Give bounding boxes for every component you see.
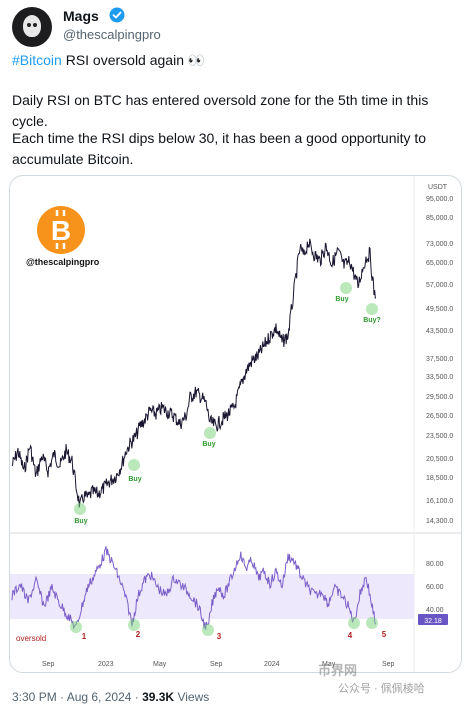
chart-watermark-handle: @thescalpingpro [26,257,100,267]
price-tick: 20,500.0 [426,456,453,463]
rsi-oversold-circle [366,617,378,629]
author-handle[interactable]: @thescalpingpro [63,27,161,42]
buy-label: Buy? [363,317,381,324]
rsi-markers: 1 2 3 4 5 [70,617,387,641]
price-tick: 14,300.0 [426,518,453,525]
tweet-timestamp[interactable]: 3:30 PM · Aug 6, 2024 · [12,690,143,704]
price-tick: 85,000.0 [426,215,453,222]
tweet-paragraph-2: Each time the RSI dips below 30, it has … [12,130,427,167]
svg-text:B: B [51,215,71,246]
avatar-eye-left [27,23,31,27]
buy-circle [366,303,378,315]
price-tick: 65,000.0 [426,260,453,267]
hashtag-link[interactable]: #Bitcoin [12,52,62,68]
price-tick: 26,500.0 [426,413,453,420]
x-tick: May [153,661,167,668]
price-series-line [11,238,376,508]
price-tick: 95,000.0 [426,196,453,203]
rsi-axis-ticks: 80.00 60.00 40.00 [426,561,444,614]
tweet-footer: 3:30 PM · Aug 6, 2024 · 39.3K Views [12,690,209,704]
rsi-current-value: 32.18 [424,618,442,625]
verified-badge-icon [109,7,125,23]
rsi-tick: 60.00 [426,584,444,591]
x-tick: 2024 [264,661,280,668]
price-tick: 43,500.0 [426,328,453,335]
watermark-text: 公众号 · 佩佩棱哈 [338,683,425,695]
rsi-tick: 40.00 [426,607,444,614]
buy-label: Buy [128,476,141,483]
currency-label: USDT [428,184,448,191]
buy-label: Buy [74,518,87,525]
avatar[interactable] [12,7,52,47]
x-axis-labels: Sep 2023 May Sep 2024 May Sep [42,661,395,668]
avatar-face [23,15,41,37]
price-tick: 23,500.0 [426,433,453,440]
price-tick: 57,000.0 [426,282,453,289]
price-tick: 18,500.0 [426,475,453,482]
price-tick: 29,500.0 [426,394,453,401]
price-tick: 37,500.0 [426,356,453,363]
x-tick: 2023 [98,661,114,668]
view-count: 39.3K [142,690,175,704]
watermark-logo: 币界网 [318,663,358,678]
author-name[interactable]: Mags [63,8,99,24]
buy-circle [128,459,140,471]
rsi-marker-label: 2 [136,630,141,639]
rsi-oversold-circle [202,624,214,636]
tweet-headline: #Bitcoin RSI oversold again 👀 [12,50,205,70]
rsi-tick: 80.00 [426,561,444,568]
rsi-current-badge [418,614,448,625]
x-tick: Sep [210,661,223,668]
avatar-eye-right [33,23,37,27]
buy-circle [340,282,352,294]
rsi-marker-label: 1 [82,632,87,641]
price-tick: 73,000.0 [426,241,453,248]
rsi-oversold-overbought-band [10,574,414,619]
rsi-marker-label: 4 [348,631,353,640]
price-tick: 16,100.0 [426,498,453,505]
bitcoin-logo-icon: B [37,206,85,254]
chart-image[interactable]: B @thescalpingpro USDT 95,000.0 85,000.0 7… [9,175,462,673]
x-tick: Sep [382,661,395,668]
buy-label: Buy [335,296,348,303]
chart-svg: B @thescalpingpro USDT 95,000.0 85,000.0 7… [10,176,461,672]
buy-label: Buy [202,441,215,448]
x-tick: May [322,661,336,668]
price-tick: 33,500.0 [426,374,453,381]
rsi-oversold-circle [128,619,140,631]
rsi-marker-label: 3 [217,632,222,641]
oversold-label: oversold [16,634,46,643]
rsi-oversold-circle [70,621,82,633]
price-axis-ticks: 95,000.0 85,000.0 73,000.0 65,000.0 57,000.0… [426,196,453,525]
price-tick: 49,500.0 [426,306,453,313]
buy-markers: Buy Buy Buy Buy Buy? [74,282,381,525]
watermark: 币界网 公众号 · 佩佩棱哈 [318,656,458,696]
rsi-oversold-circle [348,617,360,629]
buy-circle [204,427,216,439]
x-tick: Sep [42,661,55,668]
tweet-paragraph-1: Daily RSI on BTC has entered oversold zo… [12,92,429,129]
headline-text: RSI oversold again 👀 [61,52,206,68]
buy-circle [74,503,86,515]
rsi-marker-label: 5 [382,630,387,639]
views-suffix: Views [174,690,210,704]
